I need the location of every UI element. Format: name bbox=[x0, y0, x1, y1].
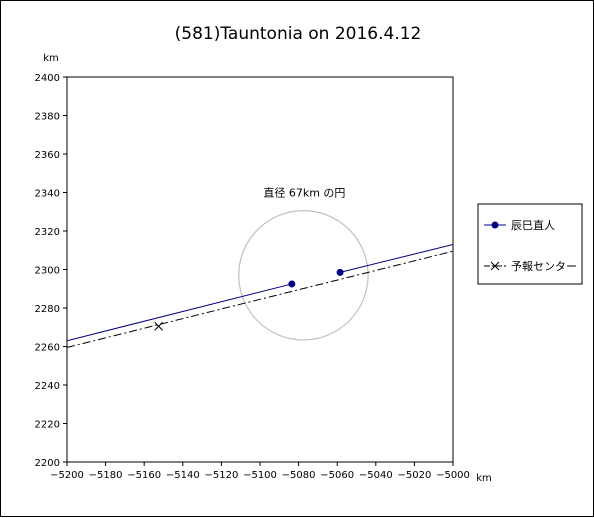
x-tick-label: −5140 bbox=[166, 470, 200, 481]
x-tick-label: −5000 bbox=[436, 470, 470, 481]
x-axis-unit: km bbox=[476, 473, 492, 484]
series-line-2 bbox=[67, 250, 453, 348]
series-marker-1 bbox=[288, 280, 296, 288]
y-tick-label: 2300 bbox=[35, 266, 60, 277]
x-tick-label: −5160 bbox=[127, 470, 161, 481]
chart-title: (581)Tauntonia on 2016.4.12 bbox=[175, 24, 422, 44]
series-line-1 bbox=[339, 243, 453, 273]
y-tick-label: 2360 bbox=[35, 150, 60, 161]
series-marker-2 bbox=[154, 321, 164, 331]
x-tick-label: −5120 bbox=[204, 470, 238, 481]
y-tick-label: 2400 bbox=[35, 73, 60, 84]
series-line-1 bbox=[67, 283, 292, 342]
plot-area bbox=[66, 76, 454, 463]
legend-marker-1 bbox=[491, 221, 499, 229]
y-tick-label: 2320 bbox=[35, 227, 60, 238]
y-tick-label: 2240 bbox=[35, 381, 60, 392]
y-tick-label: 2340 bbox=[35, 189, 60, 200]
x-tick-label: −5200 bbox=[50, 470, 84, 481]
x-tick-label: −5040 bbox=[359, 470, 393, 481]
diameter-circle bbox=[238, 210, 369, 341]
y-tick-label: 2220 bbox=[35, 420, 60, 431]
circle-annotation: 直径 67km の円 bbox=[263, 186, 345, 200]
legend-marker-2 bbox=[490, 261, 500, 271]
y-axis-unit: km bbox=[43, 53, 59, 64]
legend-label-1: 辰巳直人 bbox=[511, 218, 555, 232]
y-tick-label: 2260 bbox=[35, 343, 60, 354]
legend-box bbox=[477, 203, 583, 285]
x-tick-label: −5060 bbox=[320, 470, 354, 481]
y-tick-label: 2200 bbox=[35, 458, 60, 469]
series-marker-1 bbox=[336, 268, 344, 276]
y-tick-label: 2380 bbox=[35, 112, 60, 123]
y-tick-label: 2280 bbox=[35, 304, 60, 315]
x-tick-label: −5020 bbox=[397, 470, 431, 481]
x-tick-label: −5080 bbox=[282, 470, 316, 481]
legend-label-2: 予報センター bbox=[511, 260, 577, 273]
x-tick-label: −5180 bbox=[89, 470, 123, 481]
x-tick-label: −5100 bbox=[243, 470, 277, 481]
